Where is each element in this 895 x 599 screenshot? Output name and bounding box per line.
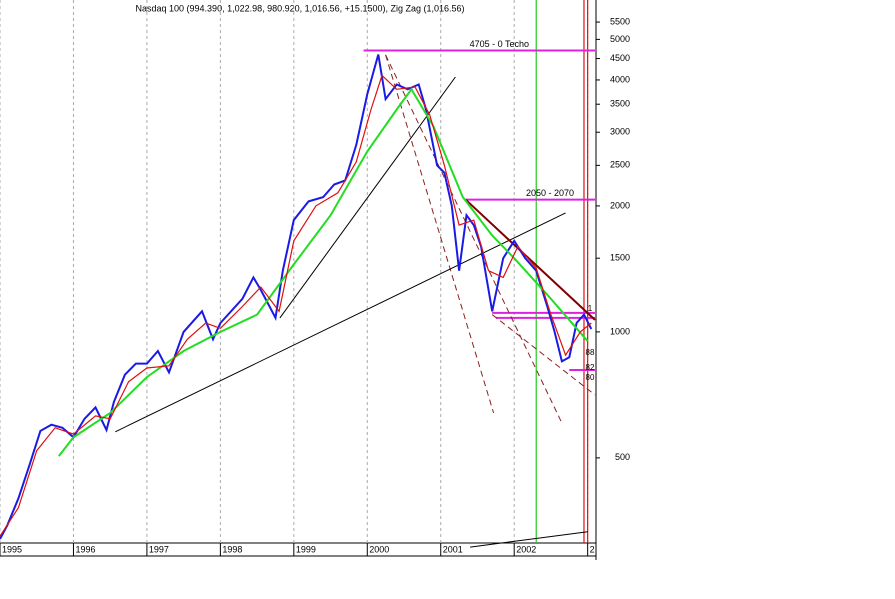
x-tick-label: 2 bbox=[590, 544, 595, 554]
trend-line bbox=[115, 212, 566, 433]
level-label: 2050 - 2070 bbox=[526, 188, 574, 198]
y-tick-label: 2000 bbox=[610, 200, 630, 210]
price-line bbox=[58, 87, 589, 457]
annotation: 88 bbox=[586, 348, 595, 357]
dashed-trend-line bbox=[385, 54, 564, 425]
x-tick-label: 1995 bbox=[2, 544, 22, 554]
dashed-trend-line bbox=[491, 314, 596, 396]
x-tick-label: 2002 bbox=[516, 544, 536, 554]
y-tick-label: 4500 bbox=[610, 53, 630, 63]
annotation: 1 bbox=[588, 304, 593, 313]
trend-line bbox=[470, 531, 588, 548]
y-tick-label: 3000 bbox=[610, 127, 630, 137]
x-tick-label: 1998 bbox=[222, 544, 242, 554]
x-tick-label: 1999 bbox=[296, 544, 316, 554]
y-tick-label: 2500 bbox=[610, 160, 630, 170]
x-tick-label: 1997 bbox=[149, 544, 169, 554]
y-tick-label: 5000 bbox=[610, 34, 630, 44]
y-tick-label: 500 bbox=[615, 452, 630, 462]
dashed-trend-line bbox=[385, 54, 495, 414]
annotation: 80 bbox=[586, 373, 595, 382]
x-tick-label: 1996 bbox=[75, 544, 95, 554]
y-tick-label: 5500 bbox=[610, 16, 630, 26]
level-label: 4705 - 0 Techo bbox=[470, 39, 529, 49]
trend-line bbox=[465, 198, 596, 321]
y-tick-label: 1000 bbox=[610, 326, 630, 336]
chart-title: Nasdaq 100 (994.390, 1,022.98, 980.920, … bbox=[136, 3, 465, 13]
annotation: 82 bbox=[586, 363, 595, 372]
y-tick-label: 3500 bbox=[610, 99, 630, 109]
y-tick-label: 4000 bbox=[610, 74, 630, 84]
trend-line bbox=[279, 76, 456, 319]
price-line bbox=[0, 74, 592, 537]
y-tick-label: 1500 bbox=[610, 253, 630, 263]
x-tick-label: 2000 bbox=[369, 544, 389, 554]
x-tick-label: 2001 bbox=[443, 544, 463, 554]
